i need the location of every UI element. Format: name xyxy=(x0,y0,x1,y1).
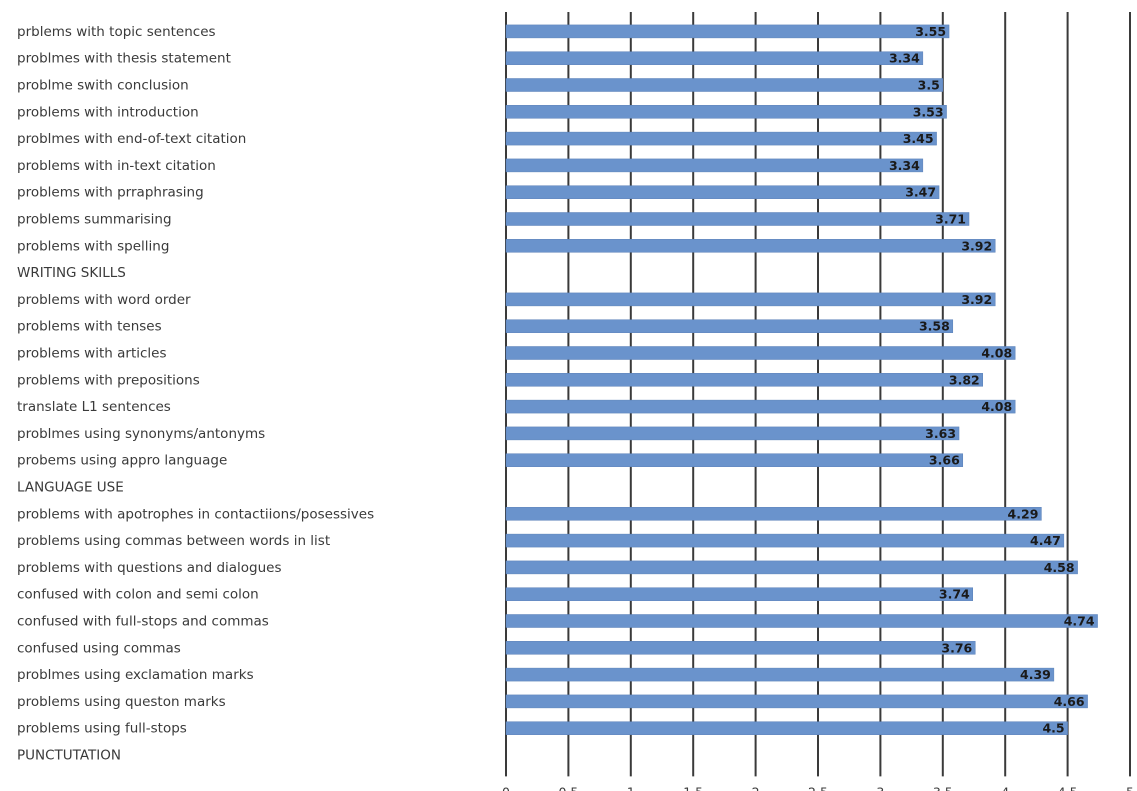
bars xyxy=(505,24,1098,735)
x-tick-label: 3 xyxy=(876,784,884,791)
category-label: problmes using synonyms/antonyms xyxy=(17,426,265,442)
data-label: 3.34 xyxy=(889,158,920,173)
category-label: problems with in-text citation xyxy=(17,158,216,174)
value-labels: 3.55 3.34 3.5 3.53 3.45 3.34 3.47 3.71 3.92 3.92 3… xyxy=(889,24,1095,736)
bar xyxy=(505,426,960,441)
category-label: translate L1 sentences xyxy=(17,399,171,415)
x-tick-label: 5 xyxy=(1126,784,1134,791)
bar xyxy=(505,507,1042,521)
x-tick-label: 2.5 xyxy=(808,784,828,791)
category-label: problmes with thesis statement xyxy=(17,51,231,67)
grid-lines xyxy=(505,12,1131,777)
bar xyxy=(505,453,964,467)
category-label: problems with tenses xyxy=(17,319,162,335)
bar xyxy=(505,587,974,601)
bar xyxy=(505,694,1088,709)
data-label: 3.5 xyxy=(918,78,940,93)
category-label: confused using commas xyxy=(17,640,181,656)
bar xyxy=(505,24,950,39)
x-tick-label: 2 xyxy=(752,784,760,791)
data-label: 4.66 xyxy=(1054,694,1085,709)
bar xyxy=(505,185,940,199)
data-label: 3.66 xyxy=(929,453,960,468)
data-label: 4.5 xyxy=(1042,721,1064,736)
category-label: problems with apotrophes in contactiions… xyxy=(17,506,374,522)
bar xyxy=(505,346,1016,360)
category-label: problems summarising xyxy=(17,212,172,228)
data-label: 3.63 xyxy=(925,426,956,441)
category-label: problme swith conclusion xyxy=(17,78,189,94)
category-label: problems with articles xyxy=(17,346,167,362)
x-tick-label: 0 xyxy=(502,784,510,791)
bar xyxy=(505,239,996,253)
category-label: problems with word order xyxy=(17,292,191,308)
category-labels: prblems with topic sentences problmes wit… xyxy=(17,24,374,764)
category-label: confused with colon and semi colon xyxy=(17,587,259,603)
x-tick-label: 1 xyxy=(627,784,635,791)
data-label: 3.92 xyxy=(961,238,992,253)
bar xyxy=(505,292,996,307)
data-label: 3.92 xyxy=(961,292,992,307)
bar xyxy=(505,560,1078,575)
data-label: 3.47 xyxy=(905,185,936,200)
x-axis-ticks: 0 0.5 1 1.5 2 2.5 3 3.5 4 4.5 5 xyxy=(502,784,1134,791)
category-label: prblems with topic sentences xyxy=(17,24,216,40)
bar xyxy=(505,105,947,119)
bar xyxy=(505,319,954,333)
data-label: 3.53 xyxy=(913,104,944,119)
category-label: problems with prepositions xyxy=(17,372,200,388)
bar xyxy=(505,51,924,65)
category-label: problems with introduction xyxy=(17,104,199,120)
bar xyxy=(505,641,976,655)
category-label: probems using appro language xyxy=(17,453,227,469)
data-label: 4.08 xyxy=(981,346,1012,361)
data-label: 4.47 xyxy=(1030,533,1061,548)
category-label: confused with full-stops and commas xyxy=(17,614,269,630)
data-label: 4.29 xyxy=(1008,506,1039,521)
bar xyxy=(505,533,1065,548)
x-tick-label: 0.5 xyxy=(558,784,578,791)
bar xyxy=(505,78,944,92)
category-label: PUNCTUTATION xyxy=(17,748,121,764)
data-label: 3.34 xyxy=(889,51,920,66)
category-label: problems using full-stops xyxy=(17,721,187,737)
category-label: problems with prraphrasing xyxy=(17,185,204,201)
data-label: 3.74 xyxy=(939,587,970,602)
x-tick-label: 4 xyxy=(1001,784,1009,791)
category-label: problems with questions and dialogues xyxy=(17,560,282,576)
category-label: LANGUAGE USE xyxy=(17,480,124,496)
data-label: 3.76 xyxy=(941,640,972,655)
data-label: 3.82 xyxy=(949,372,980,387)
category-label: problmes using exclamation marks xyxy=(17,667,254,683)
bar xyxy=(505,614,1098,628)
category-label: problmes with end-of-text citation xyxy=(17,131,246,147)
data-label: 3.55 xyxy=(915,24,946,39)
bar xyxy=(505,667,1055,682)
data-label: 4.08 xyxy=(981,399,1012,414)
category-label: problems using commas between words in l… xyxy=(17,533,330,549)
bar xyxy=(505,158,924,173)
x-tick-label: 4.5 xyxy=(1058,784,1078,791)
bar xyxy=(505,131,937,146)
category-label: WRITING SKILLS xyxy=(17,265,126,281)
data-label: 3.58 xyxy=(919,319,950,334)
category-label: problems using queston marks xyxy=(17,694,226,710)
data-label: 3.71 xyxy=(935,212,966,227)
bar xyxy=(505,399,1016,414)
bar xyxy=(505,373,983,387)
data-label: 3.45 xyxy=(903,131,934,146)
data-label: 4.58 xyxy=(1044,560,1075,575)
x-tick-label: 3.5 xyxy=(933,784,953,791)
data-label: 4.74 xyxy=(1064,614,1095,629)
category-label: problems with spelling xyxy=(17,238,169,254)
bar xyxy=(505,212,970,226)
x-tick-label: 1.5 xyxy=(683,784,703,791)
bar xyxy=(505,721,1068,735)
data-label: 4.39 xyxy=(1020,667,1051,682)
